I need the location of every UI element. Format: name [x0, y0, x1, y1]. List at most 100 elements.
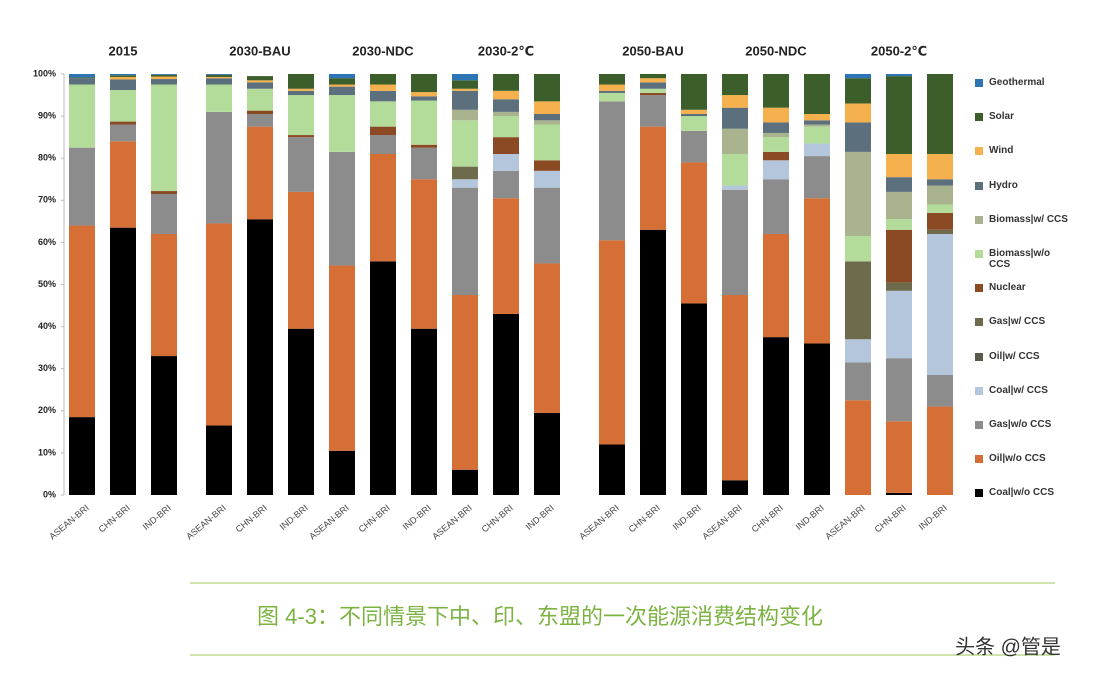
bar-segment [493, 99, 519, 112]
bar-segment [110, 124, 136, 142]
bar-segment [329, 86, 355, 96]
bar-segment [599, 92, 625, 102]
group-title: 2030-2℃ [478, 43, 534, 58]
bar-segment [206, 111, 232, 224]
bar-segment [206, 78, 232, 85]
bar-segment [206, 223, 232, 426]
x-tick-label: IND-BRI [917, 503, 949, 532]
bar-segment [110, 89, 136, 122]
legend-label: Geothermal [989, 77, 1045, 88]
bar-segment [493, 116, 519, 138]
bar-segment [288, 191, 314, 329]
x-tick-label: IND-BRI [671, 503, 703, 532]
bar-segment [411, 147, 437, 180]
bar-segment [69, 147, 95, 226]
bar-segment [845, 400, 871, 495]
bar-segment [452, 88, 478, 91]
bar-segment [681, 74, 707, 110]
legend-item: Oil|w/o CCS [975, 453, 1070, 464]
bar-segment [927, 229, 953, 234]
group-title: 2015 [109, 43, 138, 58]
bar-segment [493, 313, 519, 495]
y-tick-label: 80% [38, 153, 56, 163]
legend-label: Gas|w/ CCS [989, 316, 1046, 328]
bar-segment [452, 469, 478, 495]
bar-segment [493, 153, 519, 171]
x-tick-label: IND-BRI [141, 503, 173, 532]
x-tick-label: ASEAN-BRI [430, 503, 474, 542]
legend-label: Hydro [989, 179, 1018, 191]
y-tick-label: 0% [43, 489, 56, 499]
bar-segment [151, 74, 177, 75]
bar-segment [927, 375, 953, 407]
bar-segment [845, 122, 871, 152]
bar-segment [722, 153, 748, 186]
bar-segment [599, 101, 625, 241]
legend-swatch [975, 181, 983, 190]
x-tick-label: CHN-BRI [873, 503, 908, 535]
legend-swatch [975, 113, 983, 122]
bar-segment [640, 92, 666, 96]
bar-segment [640, 88, 666, 93]
group-title: 2050-BAU [622, 43, 683, 58]
legend-swatch [975, 79, 983, 87]
bar-segment [681, 130, 707, 163]
bar-segment [804, 198, 830, 344]
bar-segment [640, 74, 666, 79]
bar-segment [288, 88, 314, 91]
bar-segment [722, 107, 748, 129]
bar-segment [927, 185, 953, 205]
legend-swatch [975, 455, 983, 464]
bar-segment [927, 179, 953, 186]
bar-segment [110, 79, 136, 90]
bar-segment [69, 78, 95, 85]
bar-segment [151, 191, 177, 194]
x-tick-label: CHN-BRI [750, 503, 785, 535]
legend-label: Coal|w/ CCS [989, 384, 1048, 396]
bar-segment [534, 120, 560, 125]
legend-swatch [975, 489, 983, 498]
bar-segment [493, 198, 519, 314]
watermark: 头条 @管是 [955, 635, 1061, 658]
bar-segment [763, 74, 789, 108]
x-tick-label: CHN-BRI [480, 503, 515, 535]
bar-segment [640, 229, 666, 495]
bar-segment [845, 151, 871, 237]
bar-segment [151, 79, 177, 85]
bar-segment [599, 74, 625, 85]
bar-segment [927, 204, 953, 213]
legend-label: Oil|w/ CCS [989, 350, 1040, 362]
bar-segment [804, 126, 830, 144]
bar-segment [886, 177, 912, 192]
bar-segment [534, 187, 560, 264]
bar-segment [722, 74, 748, 96]
bar-segment [452, 187, 478, 296]
bar-segment [329, 151, 355, 266]
bar-segment [493, 111, 519, 117]
legend-label: Coal|w/o CCS [989, 487, 1055, 499]
bar-segment [886, 290, 912, 359]
legend-item: Biomass|w/ CCS [975, 214, 1070, 225]
legend-label: Nuclear [989, 282, 1026, 294]
legend-swatch [975, 421, 983, 429]
bar-segment [763, 151, 789, 161]
bar-segment [722, 95, 748, 108]
x-tick-label: CHN-BRI [97, 503, 132, 535]
legend-label: Wind [989, 145, 1014, 157]
bar-segment [247, 113, 273, 127]
x-tick-label: CHN-BRI [234, 503, 269, 535]
bar-segment [151, 193, 177, 234]
bar-segment [534, 124, 560, 161]
bar-segment [763, 107, 789, 123]
bar-segment [763, 132, 789, 138]
bar-segment [206, 425, 232, 495]
bar-segment [763, 160, 789, 180]
legend-swatch [975, 284, 983, 293]
bar-segment [206, 84, 232, 112]
bar-segment [599, 240, 625, 445]
bar-segment [452, 295, 478, 470]
bar-segment [804, 113, 830, 121]
bar-segment [370, 74, 396, 85]
